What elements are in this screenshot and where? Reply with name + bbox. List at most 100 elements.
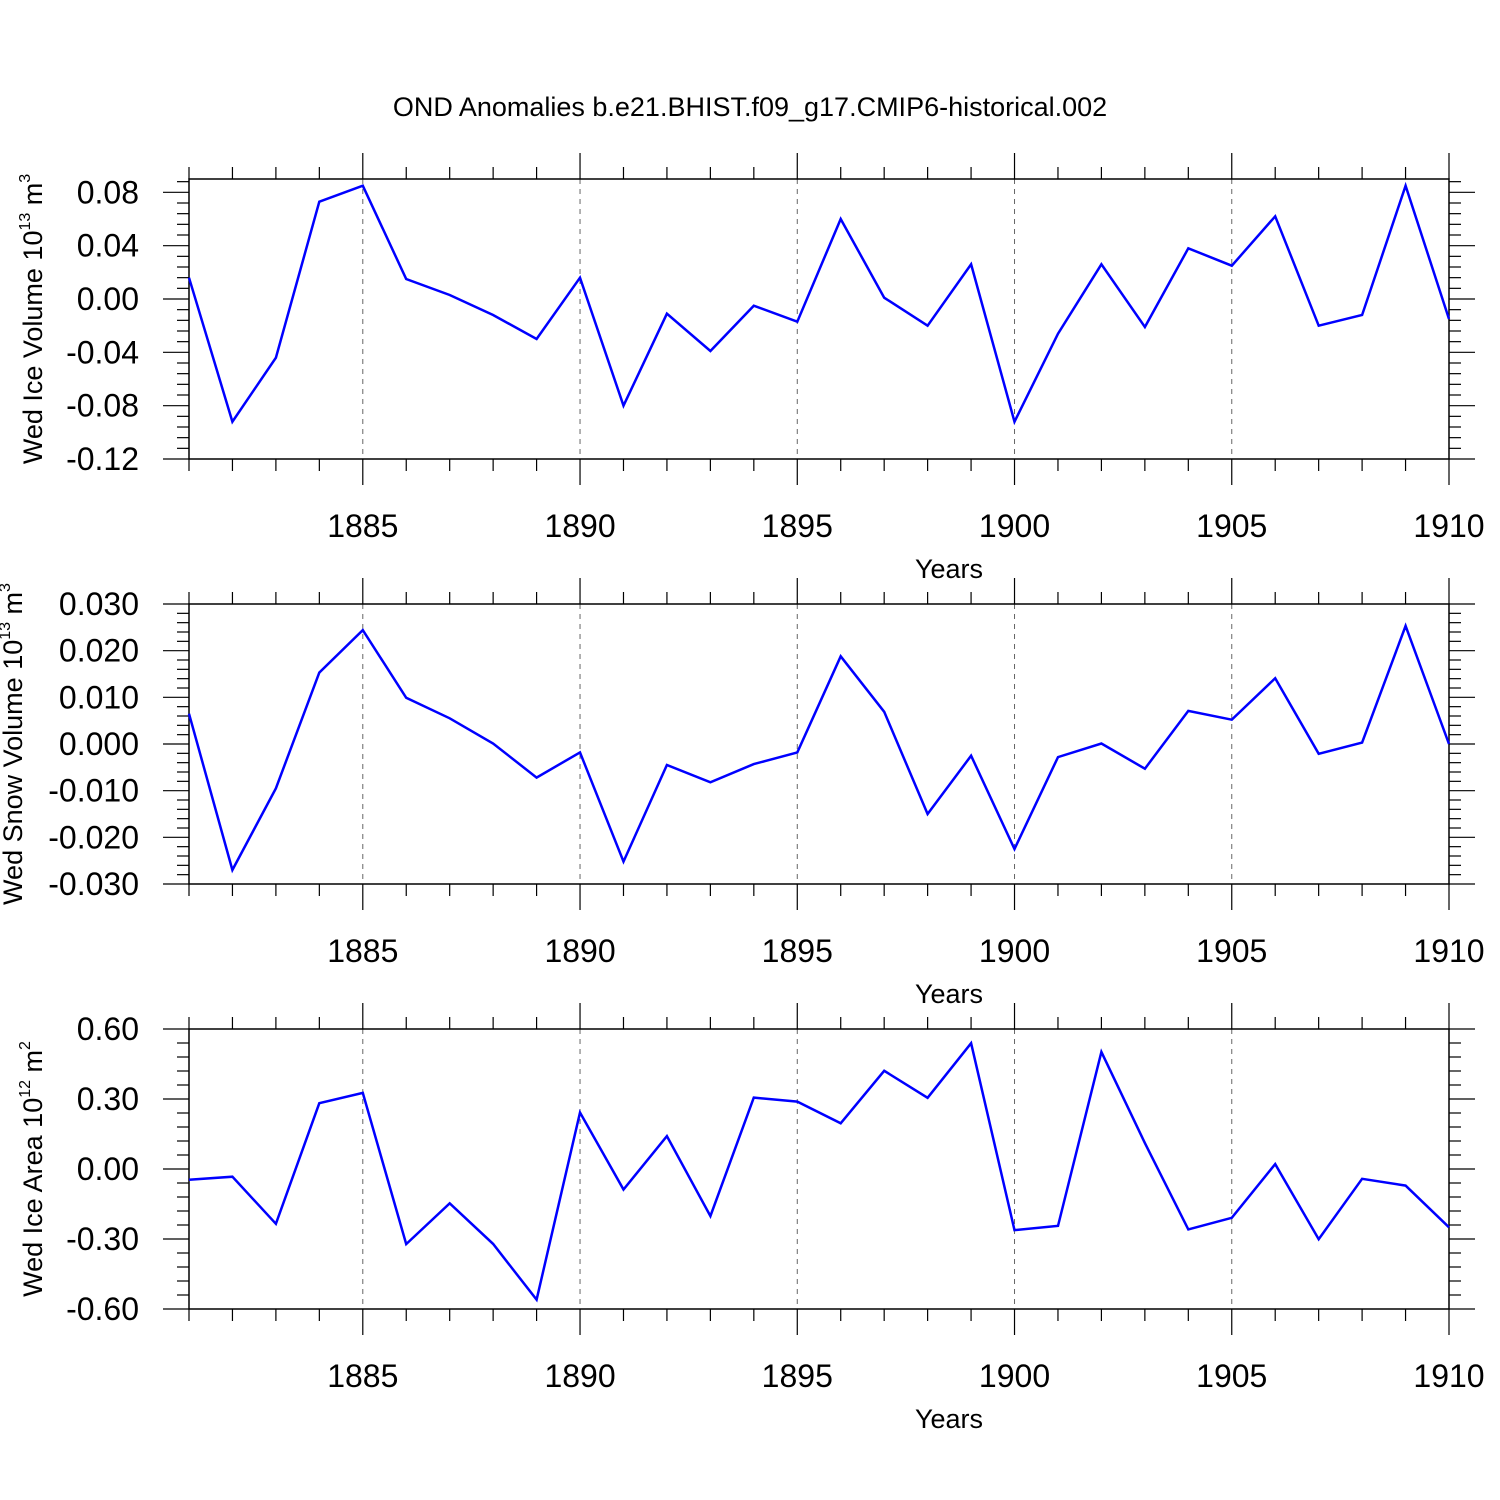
y-axis-title: Wed Snow Volume 1013 m3 [0,583,28,905]
data-point [362,630,363,631]
data-point [493,743,494,744]
data-point [536,777,537,778]
data-point [971,1043,972,1044]
data-point [1057,757,1058,758]
plot-frame [188,603,1450,885]
y-axis-title: Wed Ice Area 1012 m2 [17,1041,48,1297]
data-point [1275,1164,1276,1165]
y-tick-label: -0.030 [48,866,139,902]
data-point [927,814,928,815]
data-point [580,752,581,753]
x-tick-label: 1910 [1413,1358,1484,1394]
x-tick-label: 1895 [762,933,833,969]
data-point [319,1103,320,1104]
data-point [1014,849,1015,850]
data-point [275,788,276,789]
data-point [710,1216,711,1217]
y-tick-label: 0.00 [77,281,139,317]
panel-1: 1885 1890 1895 1900 1905 1910 0.08 0.04 0.00 -0.0… [17,153,1485,584]
data-point [1101,743,1102,744]
data-point [971,264,972,265]
data-point [1362,1178,1363,1179]
data-point [1231,265,1232,266]
x-tick-label: 1910 [1413,508,1484,544]
y-tick-label: 0.60 [77,1011,139,1047]
x-tick-label: 1900 [979,1358,1050,1394]
data-point [753,764,754,765]
data-point [753,1097,754,1098]
data-point [1275,216,1276,217]
y-tick-label: 0.020 [59,633,139,669]
data-point [362,185,363,186]
x-axis-title: Years [915,1404,983,1434]
x-tick-label: 1895 [762,508,833,544]
y-tick-label: -0.04 [66,334,139,370]
data-point [710,351,711,352]
plot-frame [188,1028,1450,1310]
data-point [1101,264,1102,265]
data-point [493,1243,494,1244]
panels: 1885 1890 1895 1900 1905 1910 0.08 0.04 0.00 -0.0… [0,153,1485,1434]
data-point [319,201,320,202]
data-point [840,656,841,657]
y-tick-label: 0.08 [77,174,139,210]
data-point [666,1136,667,1137]
data-point [666,313,667,314]
data-point [275,357,276,358]
y-tick-label: -0.08 [66,388,139,424]
data-point [1362,315,1363,316]
data-point [1188,710,1189,711]
data-point [1318,1239,1319,1240]
data-point [406,697,407,698]
data-point [319,672,320,673]
data-point [1144,768,1145,769]
data-point [1188,248,1189,249]
data-point [927,1097,928,1098]
data-point [1057,1225,1058,1226]
data-point [797,321,798,322]
series-line [187,181,1451,426]
x-tick-label: 1905 [1196,933,1267,969]
x-tick-label: 1905 [1196,1358,1267,1394]
y-tick-label: 0.04 [77,228,139,264]
data-point [1275,678,1276,679]
data-point [232,421,233,422]
data-point [1405,185,1406,186]
data-point [1405,1185,1406,1186]
data-point [797,752,798,753]
data-point [536,1299,537,1300]
data-point [449,1203,450,1204]
x-tick-label: 1905 [1196,508,1267,544]
data-point [406,279,407,280]
data-point [623,861,624,862]
data-point [840,219,841,220]
x-tick-label: 1910 [1413,933,1484,969]
data-point [797,1101,798,1102]
data-point [275,1223,276,1224]
data-point [1101,1051,1102,1052]
y-tick-label: 0.30 [77,1081,139,1117]
data-point [623,1189,624,1190]
y-tick-label: 0.000 [59,726,139,762]
x-tick-label: 1895 [762,1358,833,1394]
data-point [232,870,233,871]
x-tick-label: 1890 [544,933,615,969]
data-point [1405,625,1406,626]
data-point [1449,319,1450,320]
y-tick-label: -0.12 [66,441,139,477]
panel-2: 1885 1890 1895 1900 1905 1910 0.030 0.020 0.010 0… [0,578,1485,1009]
data-point [1057,333,1058,334]
x-tick-label: 1885 [327,508,398,544]
y-axis-title: Wed Ice Volume 1013 m3 [17,174,48,464]
y-tick-label: -0.020 [48,819,139,855]
data-point [710,782,711,783]
data-point [666,765,667,766]
y-tick-label: -0.60 [66,1291,139,1327]
data-point [580,277,581,278]
data-point [927,325,928,326]
data-point [232,1176,233,1177]
data-point [1014,1230,1015,1231]
data-point [1014,421,1015,422]
x-tick-label: 1885 [327,933,398,969]
panel-3: 1885 1890 1895 1900 1905 1910 0.60 0.30 0.00 -0.3… [17,1003,1485,1434]
